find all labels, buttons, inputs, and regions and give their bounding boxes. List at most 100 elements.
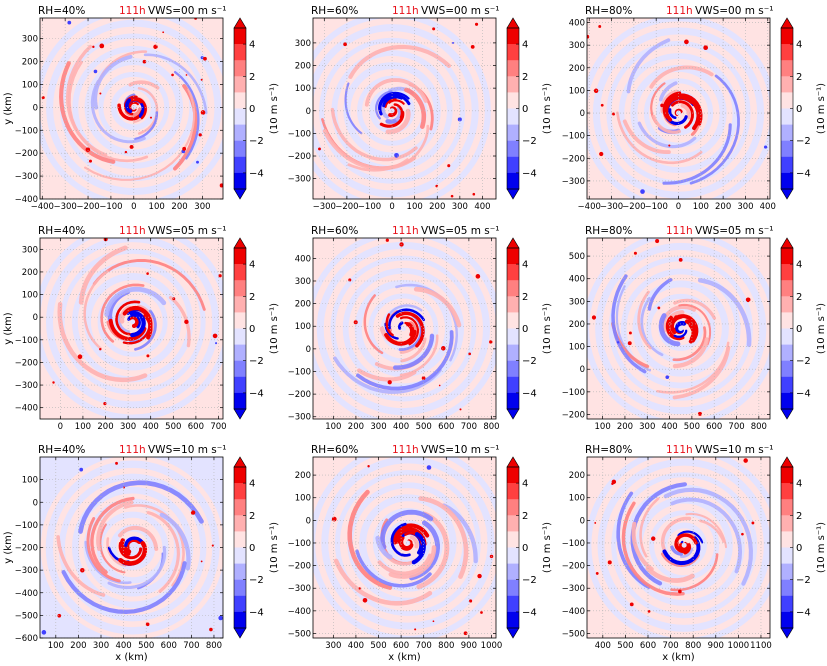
x-tick-label: 600 <box>438 422 454 432</box>
subplot: −300 −200 −100 0 100 200 300 400−300−200−100010… <box>288 5 553 212</box>
x-tick-label: 400 <box>348 641 364 651</box>
colorbar-segment <box>781 483 793 500</box>
panel-title-time: 111h <box>392 5 419 17</box>
colorbar-segment <box>234 392 246 410</box>
y-tick-label: 500 <box>569 252 585 262</box>
cell <box>198 133 202 137</box>
axes-frame <box>586 237 771 420</box>
colorbar-segment <box>781 312 793 329</box>
field <box>587 238 770 419</box>
x-tick-label: 100 <box>48 641 64 651</box>
colorbar-extend-bottom <box>506 188 520 200</box>
cell <box>421 376 426 380</box>
cell <box>480 611 483 614</box>
ring <box>642 503 727 588</box>
colorbar-segment <box>507 296 519 313</box>
cell <box>447 164 451 168</box>
colorbar-segment <box>507 92 519 109</box>
cell <box>741 532 744 536</box>
x-tick-label: 900 <box>461 641 477 651</box>
colorbar-segment <box>234 108 246 125</box>
y-tick-label: 100 <box>569 86 585 96</box>
colorbar-segment <box>781 392 793 410</box>
cell <box>122 486 126 489</box>
ring <box>601 249 760 408</box>
y-tick-label: −200 <box>15 544 38 554</box>
colorbar-label: (10 m s⁻¹) <box>542 83 553 134</box>
ring <box>597 458 770 632</box>
cell <box>103 402 107 406</box>
y-tick-label: −300 <box>562 584 585 594</box>
colorbar-tick-label: 4 <box>522 260 528 271</box>
ring <box>618 52 739 174</box>
colorbar-segment <box>781 344 793 361</box>
cell <box>215 342 218 345</box>
colorbar-segment <box>781 60 793 77</box>
y-tick-label: −100 <box>288 539 311 549</box>
y-tick-label: −200 <box>562 562 585 572</box>
spiral-band <box>344 82 363 135</box>
spiral-band <box>699 519 725 543</box>
cell <box>399 242 404 247</box>
colorbar-label: (10 m s⁻¹) <box>269 303 280 354</box>
colorbar-segment <box>507 280 519 297</box>
spiral-band <box>380 509 434 550</box>
cell <box>142 59 147 64</box>
x-tick-label: 300 <box>370 422 386 432</box>
colorbar-tick-label: −2 <box>796 356 811 367</box>
colorbar-segment <box>234 156 246 174</box>
colorbar-tick-label: −4 <box>522 607 537 618</box>
axes-frame <box>312 456 497 639</box>
colorbar-segment <box>507 467 519 484</box>
cell <box>438 384 441 387</box>
panel-title-rh: RH=80% <box>585 5 632 17</box>
cell <box>211 544 214 547</box>
cell <box>414 628 417 631</box>
colorbar-tick-label: 2 <box>796 72 802 83</box>
ring <box>52 241 213 402</box>
ring <box>373 298 434 359</box>
axes-frame <box>312 237 497 420</box>
spiral-band <box>357 368 417 382</box>
x-tick-label: −400 <box>31 202 54 212</box>
spiral-band <box>363 294 384 355</box>
colorbar-tick-label: −2 <box>796 136 811 147</box>
colorbar-tick-label: 0 <box>249 543 255 554</box>
y-tick-label: −100 <box>288 367 311 377</box>
core-band <box>385 313 394 337</box>
x-tick-label: 300 <box>452 202 468 212</box>
cell <box>668 144 671 147</box>
colorbar-segment <box>781 467 793 484</box>
core-band <box>125 98 133 114</box>
cell <box>219 183 223 188</box>
spiral-band <box>670 553 719 592</box>
spiral-band <box>631 521 654 572</box>
ring <box>40 238 223 414</box>
field <box>587 457 770 638</box>
y-tick-label: 0 <box>580 516 585 526</box>
spiral-band <box>96 500 134 551</box>
spiral-band <box>680 103 692 120</box>
ring <box>64 254 201 390</box>
cell <box>41 630 47 635</box>
cell <box>57 613 62 618</box>
core-band <box>399 316 420 346</box>
colorbar-segment <box>507 563 519 580</box>
core-band <box>378 91 410 111</box>
x-tick-label: −200 <box>622 202 645 212</box>
colorbar-tick-label: 2 <box>522 72 528 83</box>
cell <box>85 147 91 152</box>
cell <box>93 69 98 74</box>
x-tick-label: 500 <box>684 422 700 432</box>
ring <box>330 255 477 402</box>
field <box>40 238 223 419</box>
colorbar-segment <box>234 467 246 484</box>
spiral-band <box>386 304 423 320</box>
core-band <box>392 523 430 545</box>
panel-title-time: 111h <box>119 225 146 237</box>
spiral-band <box>348 44 451 79</box>
colorbar-segment <box>234 92 246 109</box>
cell <box>435 184 439 188</box>
ring <box>319 37 466 184</box>
